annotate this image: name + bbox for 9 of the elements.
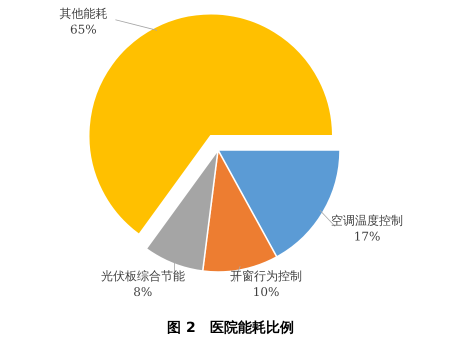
data-label: 65% — [70, 22, 97, 37]
slice-label: 开窗行为控制 — [230, 269, 302, 283]
text: 图 2 医院能耗比例 — [167, 319, 294, 336]
data-label: 10% — [252, 285, 280, 299]
data-label: 8% — [133, 285, 152, 299]
data-label: 17% — [354, 229, 380, 244]
slice-label: 光伏板综合节能 — [100, 269, 185, 283]
slice-label: 其他能耗 — [59, 6, 108, 21]
slice-label: 空调温度控制 — [331, 213, 404, 228]
